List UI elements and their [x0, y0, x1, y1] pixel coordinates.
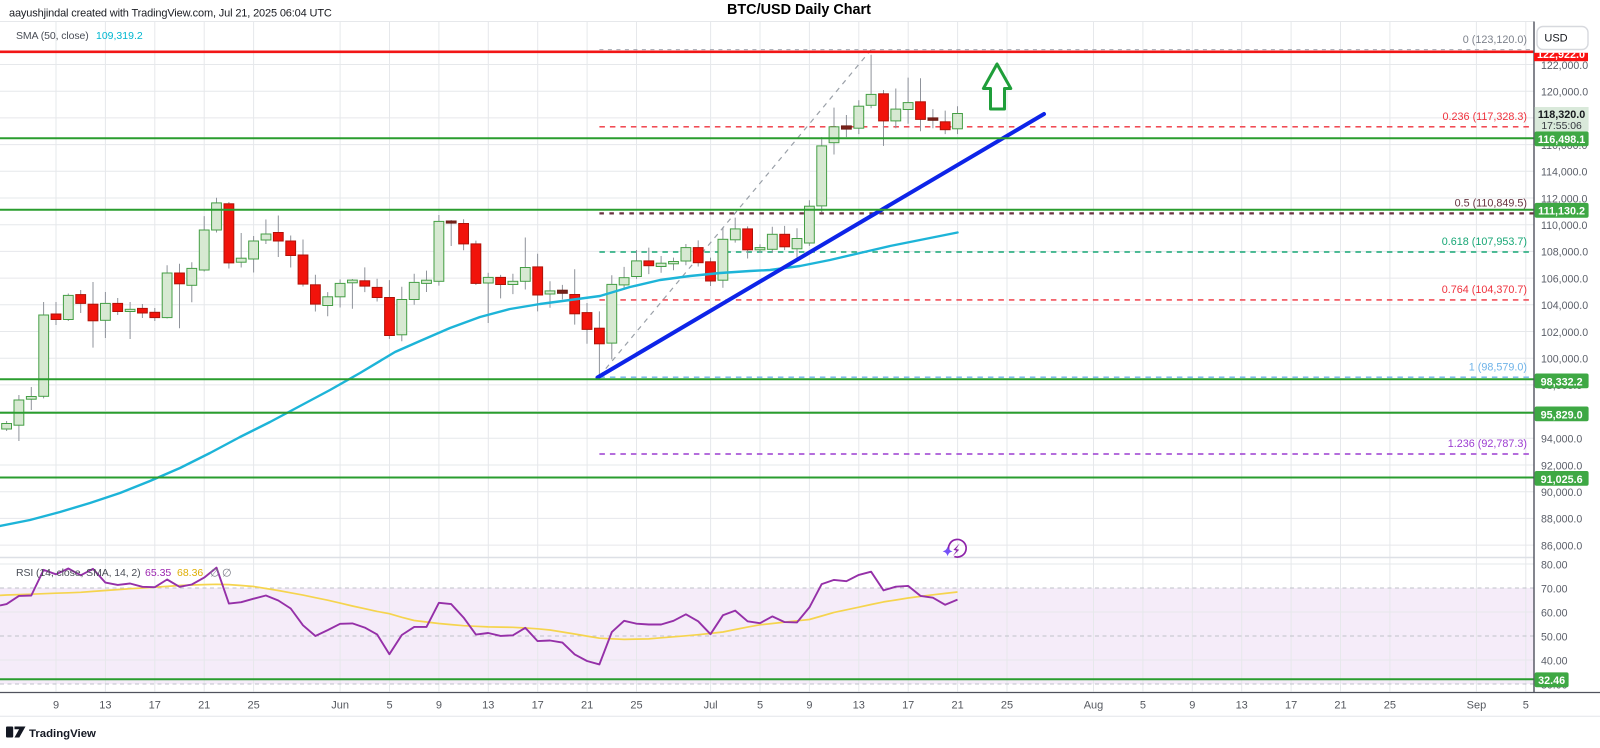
svg-text:94,000.0: 94,000.0 [1541, 434, 1582, 446]
svg-text:9: 9 [53, 699, 59, 711]
svg-text:1 (98,579.0): 1 (98,579.0) [1469, 361, 1527, 373]
svg-text:21: 21 [581, 699, 593, 711]
svg-text:70.00: 70.00 [1541, 583, 1568, 595]
svg-text:17:55:06: 17:55:06 [1541, 121, 1582, 132]
svg-text:112,000.0: 112,000.0 [1541, 193, 1587, 205]
svg-text:90,000.0: 90,000.0 [1541, 487, 1582, 499]
svg-text:98,332.2: 98,332.2 [1541, 376, 1583, 388]
svg-text:21: 21 [951, 699, 963, 711]
svg-text:104,000.0: 104,000.0 [1541, 300, 1588, 312]
svg-text:SMA (50, close): SMA (50, close) [16, 30, 89, 42]
svg-text:25: 25 [630, 699, 642, 711]
svg-text:Jul: Jul [704, 699, 718, 711]
svg-text:95,829.0: 95,829.0 [1541, 409, 1583, 421]
svg-text:5: 5 [1523, 699, 1529, 711]
svg-text:100,000.0: 100,000.0 [1541, 354, 1588, 366]
svg-text:5: 5 [1140, 699, 1146, 711]
svg-text:USD: USD [1544, 33, 1567, 45]
svg-text:25: 25 [247, 699, 259, 711]
svg-text:120,000.0: 120,000.0 [1541, 87, 1588, 99]
svg-text:91,025.6: 91,025.6 [1541, 474, 1583, 486]
svg-text:21: 21 [198, 699, 210, 711]
svg-text:13: 13 [1236, 699, 1248, 711]
svg-text:9: 9 [806, 699, 812, 711]
svg-text:118,320.0: 118,320.0 [1538, 109, 1585, 121]
svg-text:0.236 (117,328.3): 0.236 (117,328.3) [1443, 111, 1527, 123]
svg-text:0 (123,120.0): 0 (123,120.0) [1463, 34, 1527, 46]
svg-text:Sep: Sep [1467, 699, 1487, 711]
svg-text:13: 13 [853, 699, 865, 711]
svg-text:TradingView: TradingView [29, 728, 96, 740]
svg-text:∅: ∅ [210, 568, 220, 580]
svg-text:17: 17 [1285, 699, 1297, 711]
svg-text:0.764 (104,370.7): 0.764 (104,370.7) [1442, 284, 1527, 296]
svg-text:BTC/USD Daily Chart: BTC/USD Daily Chart [727, 2, 871, 18]
svg-text:17: 17 [532, 699, 544, 711]
svg-text:0.5 (110,849.5): 0.5 (110,849.5) [1455, 198, 1527, 210]
svg-text:9: 9 [1189, 699, 1195, 711]
svg-text:92,000.0: 92,000.0 [1541, 460, 1582, 472]
svg-text:114,000.0: 114,000.0 [1541, 167, 1587, 179]
svg-text:13: 13 [482, 699, 494, 711]
svg-text:RSI (14, close, SMA, 14, 2): RSI (14, close, SMA, 14, 2) [16, 567, 141, 579]
svg-text:40.00: 40.00 [1541, 655, 1568, 667]
svg-text:5: 5 [386, 699, 392, 711]
svg-text:25: 25 [1384, 699, 1396, 711]
svg-text:116,498.1: 116,498.1 [1538, 134, 1585, 146]
svg-text:0.618 (107,953.7): 0.618 (107,953.7) [1442, 236, 1527, 248]
svg-text:5: 5 [757, 699, 763, 711]
svg-text:Jun: Jun [331, 699, 349, 711]
svg-text:50.00: 50.00 [1541, 631, 1568, 643]
svg-text:122,922.0: 122,922.0 [1537, 49, 1585, 61]
svg-text:110,000.0: 110,000.0 [1541, 220, 1587, 232]
svg-text:80.00: 80.00 [1541, 559, 1568, 571]
svg-text:108,000.0: 108,000.0 [1541, 247, 1588, 259]
svg-text:60.00: 60.00 [1541, 607, 1568, 619]
svg-text:21: 21 [1334, 699, 1346, 711]
svg-text:68.36: 68.36 [177, 567, 203, 579]
svg-text:102,000.0: 102,000.0 [1541, 327, 1588, 339]
svg-text:65.35: 65.35 [145, 567, 171, 579]
svg-text:17: 17 [149, 699, 161, 711]
svg-text:106,000.0: 106,000.0 [1541, 273, 1588, 285]
svg-text:86,000.0: 86,000.0 [1541, 540, 1582, 552]
svg-text:17: 17 [902, 699, 914, 711]
svg-text:25: 25 [1001, 699, 1013, 711]
svg-text:122,000.0: 122,000.0 [1541, 60, 1588, 72]
svg-text:aayushjindal created with Trad: aayushjindal created with TradingView.co… [9, 8, 332, 20]
svg-text:88,000.0: 88,000.0 [1541, 514, 1582, 526]
svg-text:Aug: Aug [1084, 699, 1104, 711]
svg-text:9: 9 [436, 699, 442, 711]
svg-text:1.236 (92,787.3): 1.236 (92,787.3) [1448, 438, 1527, 450]
svg-text:32.46: 32.46 [1538, 675, 1565, 687]
svg-text:∅: ∅ [222, 568, 232, 580]
svg-text:111,130.2: 111,130.2 [1538, 206, 1585, 218]
svg-text:109,319.2: 109,319.2 [96, 30, 143, 42]
svg-text:13: 13 [99, 699, 111, 711]
